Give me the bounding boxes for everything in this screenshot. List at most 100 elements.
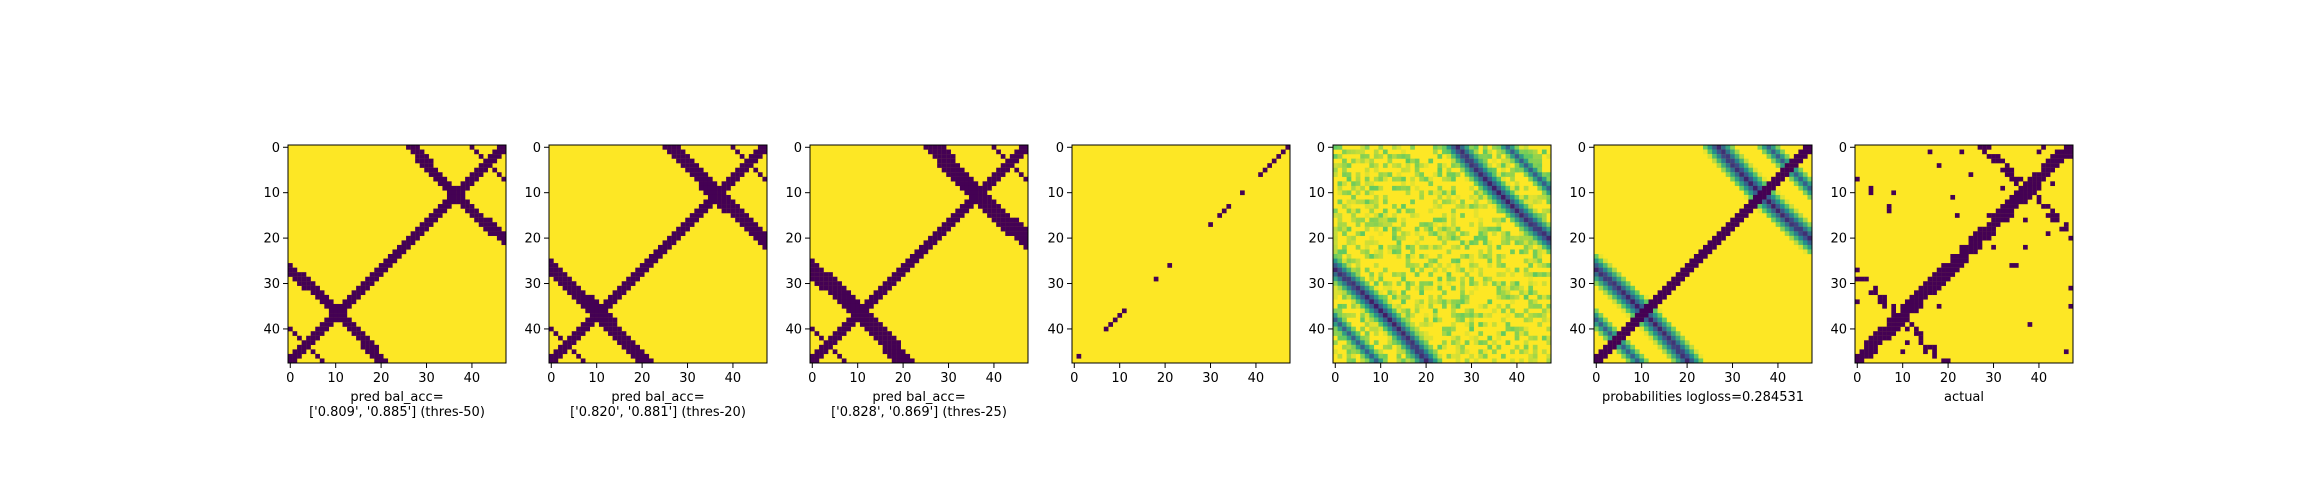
heatmap-cell [1360, 185, 1365, 191]
heatmap-cell [1419, 303, 1424, 309]
heatmap-cell [978, 194, 983, 200]
heatmap-cell [1405, 254, 1411, 259]
heatmap-cell [1807, 145, 1813, 150]
heatmap-cell [1612, 285, 1617, 291]
heatmap-cell [1995, 154, 2001, 159]
heatmap-cell [1342, 167, 1347, 173]
heatmap-cell [415, 149, 420, 155]
heatmap-cell [1469, 204, 1474, 209]
heatmap-cell [1482, 194, 1488, 200]
heatmap-cell [1387, 290, 1393, 296]
y-tick-label: 20 [263, 232, 280, 247]
heatmap-cell [1496, 199, 1502, 205]
heatmap-cell [1689, 267, 1695, 273]
heatmap-cell [2004, 199, 2010, 205]
heatmap-cell [1373, 353, 1379, 359]
heatmap-cell [1373, 326, 1379, 332]
heatmap-cell [1023, 149, 1029, 155]
heatmap-cell [419, 222, 425, 227]
heatmap-cell [873, 299, 879, 305]
heatmap-cell [1392, 335, 1397, 341]
heatmap-cell [1351, 272, 1356, 277]
heatmap-cell [1598, 281, 1604, 286]
heatmap-cell [1423, 322, 1429, 327]
heatmap-cell [369, 281, 375, 286]
heatmap-cell [1505, 208, 1511, 214]
heatmap-cell [1739, 208, 1745, 214]
heatmap-cell [1807, 231, 1813, 236]
heatmap-cell [1752, 176, 1758, 182]
heatmap-cell [608, 317, 613, 323]
heatmap-cell [1392, 244, 1397, 250]
heatmap-cell [1730, 145, 1735, 150]
heatmap-cell [1514, 163, 1520, 168]
heatmap-cell [873, 317, 879, 323]
heatmap-cell [1991, 158, 1996, 164]
heatmap-cell [1451, 313, 1456, 318]
x-tick-label: 20 [1418, 371, 1435, 386]
heatmap-cell [1625, 358, 1631, 364]
heatmap-cell [1405, 158, 1411, 164]
heatmap-cell [828, 290, 833, 296]
heatmap-cell [1532, 226, 1538, 232]
heatmap-cell [1478, 254, 1484, 259]
heatmap-cell [1519, 249, 1524, 255]
heatmap-cell [1546, 249, 1552, 255]
heatmap-cell [982, 190, 988, 196]
heatmap-cell [1023, 226, 1029, 232]
heatmap-cell [1510, 145, 1515, 150]
heatmap-cell [1532, 353, 1538, 359]
heatmap-cell [1455, 158, 1461, 164]
heatmap-cell [1446, 199, 1452, 205]
heatmap-cell [1662, 349, 1667, 355]
heatmap-cell [1455, 340, 1461, 345]
heatmap-cell [1680, 353, 1685, 359]
heatmap-cell [1909, 299, 1915, 305]
heatmap-cell [1487, 263, 1493, 268]
heatmap-cell [1594, 272, 1599, 277]
heatmap-cell [1355, 258, 1361, 264]
heatmap-cell [369, 276, 375, 282]
heatmap-cell [1514, 331, 1520, 336]
heatmap-cell [1680, 340, 1685, 345]
heatmap-cell [580, 290, 586, 296]
heatmap-cell [1428, 181, 1434, 187]
heatmap-cell [1789, 222, 1794, 227]
heatmap-cell [1693, 254, 1699, 259]
heatmap-cell [882, 285, 888, 291]
heatmap-cell [1514, 204, 1520, 209]
heatmap-cell [1419, 340, 1424, 345]
heatmap-cell [297, 281, 302, 286]
heatmap-cell [1748, 185, 1754, 191]
heatmap-cell [1460, 204, 1465, 209]
heatmap-cell [571, 281, 577, 286]
heatmap-cell [887, 281, 892, 286]
heatmap-cell [1419, 194, 1424, 200]
y-tick-label: 20 [785, 232, 802, 247]
heatmap-cell [1757, 199, 1763, 205]
heatmap-cell [1392, 326, 1397, 332]
heatmap-cell [1478, 331, 1484, 336]
heatmap-cell [832, 294, 838, 300]
heatmap-cell [1346, 235, 1352, 241]
heatmap-cell [1469, 267, 1474, 273]
heatmap-cell [576, 331, 581, 336]
heatmap-cell [1648, 313, 1654, 318]
heatmap-cell [1523, 349, 1529, 355]
heatmap-cells [1076, 145, 1291, 359]
heatmap-cell [608, 326, 613, 332]
heatmap-cell [487, 158, 493, 164]
heatmap-cell [703, 199, 709, 205]
heatmap-cell [487, 226, 493, 232]
heatmap-cell [1603, 317, 1608, 323]
heatmap-cell [937, 154, 942, 159]
heatmap-cell [1802, 190, 1808, 196]
heatmap-cell [1414, 172, 1420, 177]
heatmap-cell [1487, 313, 1493, 318]
heatmap-cell [1432, 258, 1438, 264]
heatmap-cell [1396, 317, 1402, 323]
heatmap-cell [878, 340, 883, 345]
heatmap-cell [1598, 258, 1604, 264]
heatmap-cell [1351, 285, 1356, 291]
heatmap-cell [658, 249, 663, 255]
